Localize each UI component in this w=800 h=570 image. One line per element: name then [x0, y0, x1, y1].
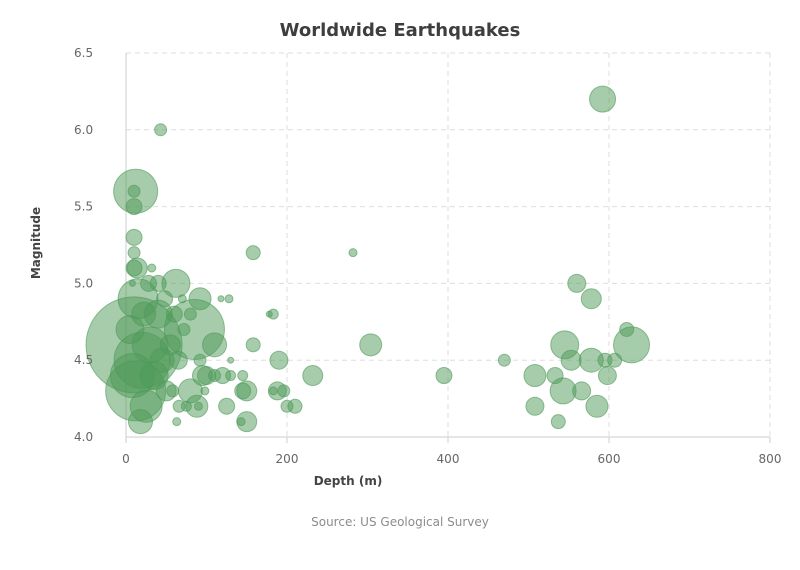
data-point[interactable] [525, 396, 545, 416]
data-point[interactable] [245, 245, 261, 261]
data-point[interactable] [237, 370, 249, 382]
data-points [85, 85, 651, 435]
data-point[interactable] [128, 279, 136, 287]
data-point[interactable] [265, 310, 273, 318]
data-point[interactable] [188, 287, 212, 311]
data-point[interactable] [125, 259, 143, 277]
data-point[interactable] [580, 288, 602, 310]
y-tick-label: 6.5 [74, 46, 93, 60]
y-tick-label: 4.0 [74, 430, 93, 444]
data-point[interactable] [127, 184, 141, 198]
y-axis-title: Magnitude [29, 207, 43, 279]
data-point[interactable] [177, 322, 191, 336]
data-point[interactable] [560, 349, 582, 371]
data-point[interactable] [166, 384, 180, 398]
data-point[interactable] [225, 370, 237, 382]
data-point[interactable] [550, 414, 566, 430]
data-point[interactable] [193, 353, 207, 367]
data-point[interactable] [302, 365, 324, 387]
x-tick-label: 0 [122, 452, 130, 466]
data-point[interactable] [589, 85, 617, 113]
data-point[interactable] [280, 399, 294, 413]
data-point[interactable] [348, 248, 358, 258]
data-point[interactable] [268, 386, 278, 396]
data-point[interactable] [218, 397, 236, 415]
data-point[interactable] [572, 381, 592, 401]
data-point[interactable] [567, 273, 587, 293]
data-point[interactable] [177, 294, 187, 304]
data-point[interactable] [127, 246, 141, 260]
data-point[interactable] [619, 321, 635, 337]
data-point[interactable] [168, 350, 188, 370]
data-point[interactable] [202, 332, 228, 358]
data-point[interactable] [607, 352, 623, 368]
chart-title: Worldwide Earthquakes [279, 20, 521, 41]
data-point[interactable] [159, 334, 181, 356]
data-point[interactable] [597, 366, 617, 386]
y-tick-label: 4.5 [74, 353, 93, 367]
y-tick-label: 5.0 [74, 276, 93, 290]
data-point[interactable] [125, 198, 143, 216]
data-point[interactable] [154, 123, 168, 137]
data-point[interactable] [217, 295, 225, 303]
data-point[interactable] [208, 369, 222, 383]
data-point[interactable] [234, 382, 252, 400]
data-point[interactable] [236, 417, 246, 427]
data-point[interactable] [193, 401, 203, 411]
data-point[interactable] [245, 337, 261, 353]
data-point[interactable] [180, 400, 192, 412]
x-tick-label: 600 [598, 452, 621, 466]
data-point[interactable] [224, 294, 234, 304]
chart-source: Source: US Geological Survey [311, 515, 489, 529]
data-point[interactable] [165, 305, 183, 323]
data-point[interactable] [435, 367, 453, 385]
data-point[interactable] [546, 367, 564, 385]
y-tick-label: 5.5 [74, 200, 93, 214]
data-point[interactable] [183, 307, 197, 321]
data-point[interactable] [497, 353, 511, 367]
data-point[interactable] [359, 333, 383, 357]
data-point[interactable] [125, 228, 143, 246]
data-point[interactable] [147, 263, 157, 273]
data-point[interactable] [269, 350, 289, 370]
data-point[interactable] [131, 301, 157, 327]
x-tick-label: 200 [276, 452, 299, 466]
data-point[interactable] [585, 394, 609, 418]
data-point[interactable] [277, 384, 291, 398]
data-point[interactable] [523, 364, 547, 388]
data-point[interactable] [227, 356, 235, 364]
data-point[interactable] [127, 409, 153, 435]
x-axis-title: Depth (m) [314, 474, 383, 488]
data-point[interactable] [200, 386, 210, 396]
data-point[interactable] [156, 290, 174, 308]
data-point[interactable] [172, 417, 182, 427]
x-tick-label: 800 [759, 452, 782, 466]
x-tick-label: 400 [437, 452, 460, 466]
y-tick-label: 6.0 [74, 123, 93, 137]
axis-labels: 4.0 4.5 5.0 5.5 6.0 6.5 0 200 400 600 800 Depth (m)… [29, 46, 781, 488]
data-point[interactable] [149, 274, 167, 292]
